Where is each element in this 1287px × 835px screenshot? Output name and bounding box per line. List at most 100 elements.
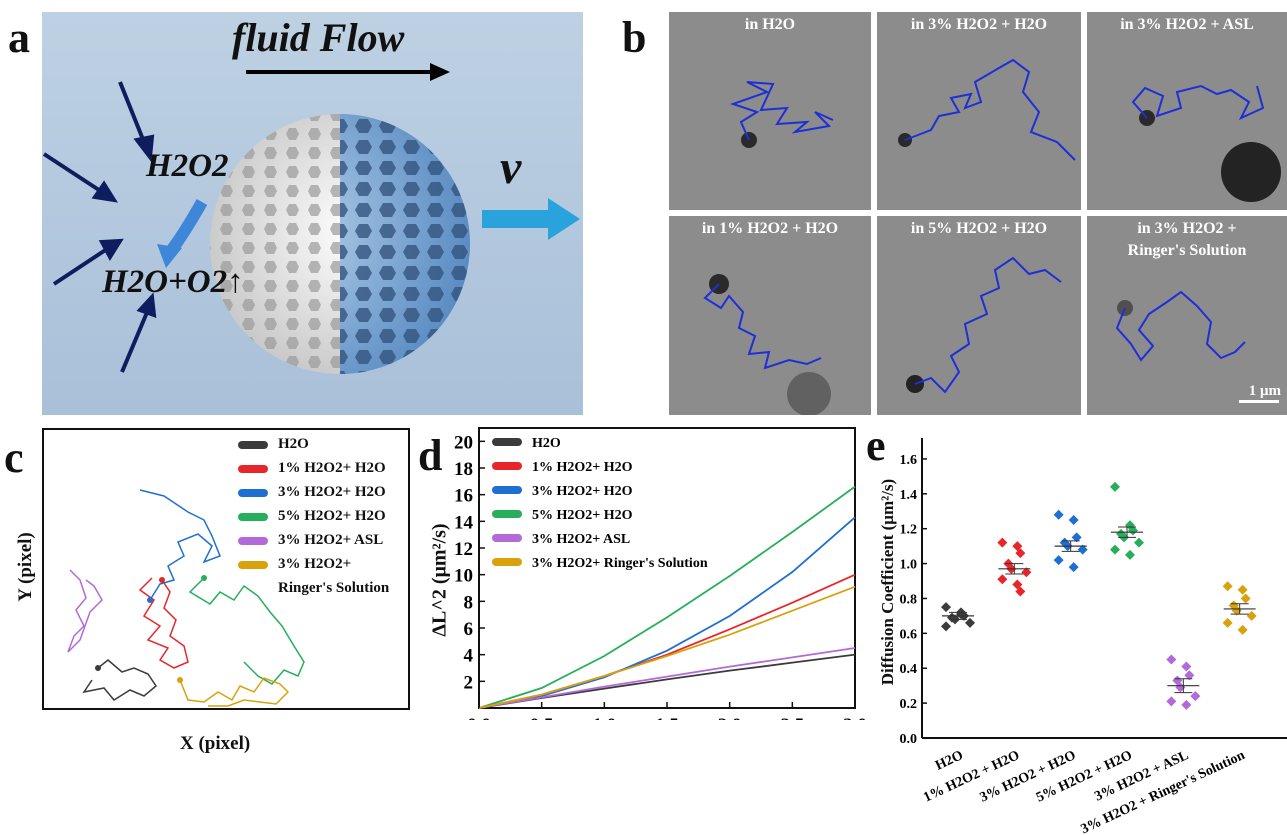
legend-swatch (492, 558, 522, 566)
data-point (1110, 481, 1120, 492)
legend-label: 1% H2O2+ H2O (278, 460, 386, 476)
legend-label: H2O (532, 436, 561, 451)
x-tick-label: 1.5 (655, 715, 679, 720)
data-point (1068, 562, 1079, 573)
trajectory-plot (67, 489, 305, 707)
data-point (941, 602, 951, 613)
data-point (1237, 584, 1248, 595)
data-point (1172, 675, 1183, 686)
y-tick-label: 14 (454, 512, 474, 533)
frame-label: in 5% H2O2 + H2O (910, 220, 1048, 237)
data-point (1166, 696, 1177, 707)
data-point (997, 537, 1008, 548)
legend-label: 3% H2O2+ Ringer's Solution (532, 556, 708, 571)
data-point (1053, 509, 1064, 520)
microscopy-grid: in H2O in 3% H2O2 + H2O in 3% H2O2 + ASL… (669, 12, 1287, 415)
legend-swatch (492, 534, 522, 542)
panel-a-schematic (42, 12, 583, 415)
msd-series-line (478, 647, 856, 709)
frame-label-line2: Ringer's Solution (1127, 242, 1247, 259)
microsphere-left-half (210, 114, 340, 374)
legend-label: H2O (278, 436, 309, 452)
x-tick-label: 3.0 (843, 715, 867, 720)
frame-3pct-ringer: in 3% H2O2 + Ringer's Solution 1 μm (1087, 216, 1287, 415)
data-point (1077, 544, 1088, 555)
data-point (1071, 532, 1082, 543)
panel-c-xlabel: X (pixel) (180, 733, 251, 754)
y-tick-label: 8 (464, 592, 474, 613)
category-label: 1% H2O2 + H2O (921, 748, 1022, 806)
y-tick-label: 20 (454, 432, 473, 453)
category-label: H2O (933, 748, 966, 774)
legend-swatch (492, 486, 522, 494)
legend-c-ringer: 3% H2O2+ (238, 556, 351, 573)
trajectory-3pct (139, 489, 221, 601)
category-label: 3% H2O2 + H2O (978, 748, 1079, 806)
data-point (1128, 525, 1138, 536)
y-tick-label: 1.0 (900, 558, 918, 573)
legend-swatch (238, 512, 268, 521)
msd-ylabel: ΔL^2 (μm²/s) (428, 523, 451, 637)
legend-c-5pct: 5% H2O2+ H2O (238, 508, 386, 525)
y-tick-label: 1.2 (900, 523, 918, 538)
legend-swatch (238, 560, 268, 569)
trajectory-overlay (703, 58, 1281, 415)
legend-label: 3% H2O2+ H2O (532, 484, 633, 499)
data-point (1021, 567, 1032, 578)
x-tick-label: 0.5 (530, 715, 554, 720)
legend-swatch (238, 464, 268, 473)
msd-series-line (478, 516, 856, 709)
y-tick-label: 12 (454, 539, 473, 560)
data-point (1222, 581, 1233, 592)
frame-label: in H2O (744, 16, 796, 33)
x-tick-label: 1.0 (592, 715, 616, 720)
microsphere-right-half (340, 114, 470, 374)
legend-c-h2o: H2O (238, 436, 309, 453)
legend-swatch (492, 462, 522, 470)
velocity-label: v (500, 141, 522, 194)
category-label: 5% H2O2 + H2O (1034, 748, 1135, 806)
trajectory-5pct (188, 577, 305, 685)
data-point (1068, 514, 1079, 525)
y-tick-label: 16 (454, 486, 473, 507)
legend-c-ringer-line2: Ringer's Solution (278, 580, 390, 596)
msd-chart: 0.0 0.5 1.0 1.5 2.0 2.5 3.0 2 4 6 8 10 12 14 16 18 20 H… (454, 427, 867, 720)
legend-swatch (492, 438, 522, 446)
trajectory-1pct (138, 577, 189, 669)
data-point (1110, 544, 1120, 555)
y-tick-label: 0.4 (900, 662, 918, 677)
y-tick-label: 10 (454, 566, 473, 587)
legend-label: 3% H2O2+ (278, 556, 352, 572)
data-point (1231, 605, 1242, 616)
legend-c-3pct: 3% H2O2+ H2O (238, 484, 386, 501)
y-tick-label: 6 (464, 619, 474, 640)
msd-series-line (478, 573, 856, 709)
reactant-label: H2O2 (146, 148, 229, 184)
data-point (997, 574, 1008, 585)
legend-swatch (238, 440, 268, 449)
fluid-flow-label: fluid Flow (232, 15, 405, 60)
data-point (1181, 699, 1192, 710)
data-point (1125, 549, 1135, 560)
y-tick-label: 0.2 (900, 697, 918, 712)
data-point (1222, 617, 1233, 628)
legend-swatch (492, 510, 522, 518)
data-point (1166, 654, 1177, 665)
frame-3pct-h2o: in 3% H2O2 + H2O (877, 12, 1081, 210)
diffusion-ylabel: Diffusion Coefficient (μm²/s) (878, 478, 897, 686)
legend-c-1pct: 1% H2O2+ H2O (238, 460, 386, 477)
legend-swatch (238, 536, 268, 545)
msd-series-line (478, 653, 856, 709)
scale-bar-label: 1 μm (1248, 383, 1281, 399)
y-tick-label: 4 (464, 646, 474, 667)
frame-label: in 1% H2O2 + H2O (701, 220, 839, 237)
data-point (1184, 670, 1195, 681)
data-point (1237, 624, 1248, 635)
scale-bar (1239, 400, 1279, 403)
legend-label: 5% H2O2+ H2O (532, 508, 633, 523)
x-tick-label: 2.0 (718, 715, 742, 720)
data-point (1190, 691, 1201, 702)
frame-1pct-h2o: in 1% H2O2 + H2O (669, 216, 871, 415)
data-point (1246, 610, 1257, 621)
